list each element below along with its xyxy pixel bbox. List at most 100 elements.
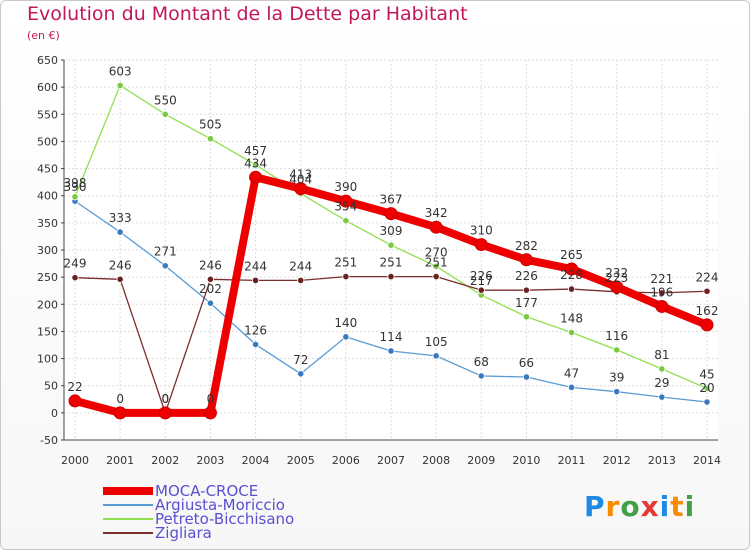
x-tick-label: 2001: [106, 454, 134, 467]
data-point: [384, 207, 398, 221]
data-label: 140: [334, 316, 357, 330]
legend-label: MOCA-CROCE: [155, 482, 259, 500]
data-label: 550: [154, 93, 177, 107]
logo-letter: i: [684, 490, 696, 523]
data-point: [251, 276, 260, 284]
chart-title: Evolution du Montant de la Dette par Hab…: [27, 3, 468, 25]
data-label: 223: [605, 271, 628, 285]
data-label: 224: [696, 270, 719, 284]
x-tick-label: 2000: [61, 454, 89, 467]
data-label: 226: [515, 269, 538, 283]
x-tick-label: 2011: [558, 454, 586, 467]
data-label: 148: [560, 312, 583, 326]
data-label: 116: [605, 329, 628, 343]
data-point: [206, 135, 215, 143]
y-tick-label: -50: [40, 434, 58, 447]
data-label: 0: [116, 392, 124, 406]
y-tick-label: 250: [37, 271, 58, 284]
data-label: 0: [161, 392, 169, 406]
data-label: 226: [470, 269, 493, 283]
data-point: [116, 81, 124, 90]
y-tick-label: 550: [37, 108, 58, 121]
data-point: [432, 272, 440, 281]
data-label: 221: [650, 272, 673, 286]
x-tick-label: 2008: [422, 454, 450, 467]
data-point: [522, 313, 531, 321]
data-label: 390: [334, 180, 357, 194]
data-label: 249: [64, 257, 87, 271]
data-point: [703, 384, 711, 393]
data-label: 309: [380, 224, 403, 238]
data-label: 66: [519, 356, 534, 370]
x-tick-label: 2009: [467, 454, 495, 467]
data-point: [249, 170, 263, 184]
data-point: [68, 394, 82, 408]
data-point: [342, 333, 350, 341]
data-label: 404: [289, 173, 312, 187]
legend-label: Zigliara: [155, 524, 212, 542]
y-tick-label: 150: [37, 325, 58, 338]
data-label: 22: [67, 380, 82, 394]
data-point: [432, 352, 440, 360]
data-point: [429, 220, 443, 234]
data-point: [700, 318, 714, 332]
data-label: 354: [334, 200, 357, 214]
data-point: [342, 217, 350, 225]
data-label: 390: [64, 180, 87, 194]
data-label: 72: [293, 353, 308, 367]
data-label: 310: [470, 224, 493, 238]
data-label: 162: [696, 304, 719, 318]
data-label: 457: [244, 144, 267, 158]
logo-letter: x: [640, 490, 660, 523]
data-label: 251: [334, 256, 357, 270]
data-point: [477, 372, 485, 380]
data-point: [658, 289, 666, 297]
data-point: [206, 299, 215, 307]
data-label: 126: [244, 323, 267, 337]
legend-swatch: [103, 487, 153, 495]
legend-label: Argiusta-Moriccio: [155, 496, 285, 514]
data-point: [387, 347, 395, 355]
logo-letter: P: [584, 490, 606, 523]
data-point: [71, 193, 79, 201]
data-point: [610, 280, 624, 294]
logo-letter: i: [659, 490, 671, 523]
legend-swatch: [103, 504, 153, 506]
logo-letter: r: [605, 490, 621, 523]
y-tick-label: 50: [44, 380, 58, 393]
data-point: [658, 393, 666, 401]
x-tick-label: 2012: [603, 454, 631, 467]
data-point: [161, 262, 169, 270]
proxiti-logo: Proxiti: [584, 490, 695, 523]
unit-label: (en €): [27, 29, 60, 42]
data-label: 251: [380, 256, 403, 270]
y-tick-label: 600: [37, 81, 58, 94]
data-point: [519, 253, 533, 267]
x-tick-label: 2013: [648, 454, 676, 467]
data-label: 20: [699, 381, 714, 395]
legend-label: Petreto-Bicchisano: [155, 510, 295, 528]
y-tick-label: 650: [37, 54, 58, 67]
data-label: 244: [289, 259, 312, 273]
y-tick-label: 400: [37, 190, 58, 203]
data-label: 251: [425, 256, 448, 270]
x-tick-label: 2004: [242, 454, 270, 467]
data-label: 39: [609, 371, 624, 385]
data-label: 246: [109, 258, 132, 272]
data-point: [613, 388, 621, 396]
x-tick-label: 2010: [512, 454, 540, 467]
data-label: 202: [199, 282, 222, 296]
data-point: [116, 275, 124, 283]
data-point: [158, 406, 172, 420]
data-point: [116, 228, 124, 236]
data-label: 232: [605, 266, 628, 280]
data-label: 246: [199, 258, 222, 272]
x-tick-label: 2007: [377, 454, 405, 467]
data-point: [251, 161, 260, 169]
data-point: [432, 262, 440, 270]
data-point: [522, 286, 531, 294]
data-point: [477, 286, 485, 294]
data-label: 0: [207, 392, 215, 406]
x-tick-label: 2006: [332, 454, 360, 467]
data-point: [71, 274, 79, 282]
